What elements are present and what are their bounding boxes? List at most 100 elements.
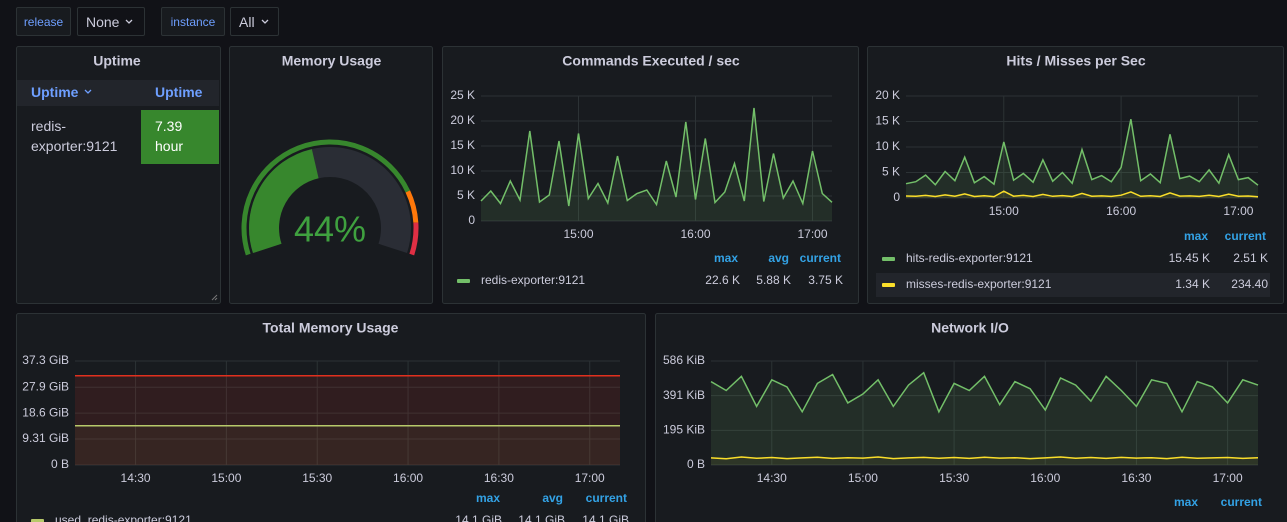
legend-header: current [800,251,841,265]
panel [867,46,1284,304]
legend-value: 5.88 K [756,273,791,287]
y-tick-label: 0 B [687,457,705,471]
x-tick-label: 16:00 [393,471,423,485]
y-tick-label: 15 K [875,114,900,128]
panel [16,313,646,522]
legend-value: 14.1 GiB [518,513,565,522]
table-cell: redis-exporter:9121 [31,118,118,154]
legend-value: 14.1 GiB [455,513,502,522]
filter-value: All [239,13,255,30]
x-tick-label: 15:00 [563,227,593,241]
x-tick-label: 16:00 [1030,471,1060,485]
gauge-label: 44% [294,209,366,250]
series-area [711,457,1258,465]
y-tick-label: 391 KiB [663,388,705,402]
y-tick-label: 10 K [450,163,475,177]
legend-header: max [1184,229,1208,243]
legend-value: 234.40 [1231,277,1268,291]
panel-title: Commands Executed / sec [562,53,740,69]
y-tick-label: 195 KiB [663,423,705,437]
y-tick-label: 18.6 GiB [22,405,69,419]
legend-header: current [1221,495,1262,509]
x-tick-label: 17:00 [575,471,605,485]
chevron-icon [126,19,133,24]
legend-name: used_redis-exporter:9121 [55,513,192,522]
legend-header: max [476,491,500,505]
legend-swatch [457,279,470,283]
legend-value: 15.45 K [1169,251,1210,265]
x-tick-label: 16:30 [1121,471,1151,485]
series-area [75,425,620,465]
x-tick-label: 16:00 [680,227,710,241]
y-tick-label: 20 K [450,113,475,127]
panel [655,313,1287,522]
gauge-value [249,149,320,254]
y-tick-label: 0 [893,190,900,204]
legend-row-bg [876,273,1270,297]
y-tick-label: 27.9 GiB [22,379,69,393]
column-title: Uptime [31,84,79,100]
y-tick-label: 25 K [450,88,475,102]
x-tick-label: 14:30 [121,471,151,485]
filter-dropdown[interactable]: All [230,7,279,36]
panel-title: Network I/O [931,320,1009,336]
y-tick-label: 586 KiB [663,353,705,367]
legend-header: current [586,491,627,505]
filter-dropdown[interactable]: None [77,7,145,36]
legend-header: max [1174,495,1198,509]
x-tick-label: 17:00 [1223,204,1253,218]
x-tick-label: 16:30 [484,471,514,485]
y-tick-label: 15 K [450,138,475,152]
x-tick-label: 15:30 [302,471,332,485]
threshold-band [241,139,411,256]
series-area [906,119,1258,198]
legend-value: 1.34 K [1175,277,1210,291]
table-header[interactable]: Uptime [31,84,92,100]
chevron-icon [261,19,269,24]
y-tick-label: 5 K [882,165,900,179]
legend-swatch [882,283,895,287]
threshold-band [405,190,419,223]
y-tick-label: 20 K [875,88,900,102]
legend-header: avg [768,251,789,265]
x-tick-label: 17:00 [1213,471,1243,485]
x-tick-label: 15:00 [848,471,878,485]
y-tick-label: 10 K [875,139,900,153]
legend-name: redis-exporter:9121 [481,273,585,287]
legend-value: 2.51 K [1233,251,1268,265]
x-tick-label: 15:30 [939,471,969,485]
legend-value: 22.6 K [705,273,740,287]
x-tick-label: 14:30 [757,471,787,485]
legend-header: max [714,251,738,265]
x-tick-label: 15:00 [989,204,1019,218]
series-line [710,456,1259,460]
panel-title: Memory Usage [282,53,382,69]
resize-handle [211,294,218,301]
legend-value: 3.75 K [808,273,843,287]
filter-label: instance [161,7,225,36]
table-header[interactable]: Uptime [155,84,203,100]
sort-icon [84,89,92,94]
legend-name: hits-redis-exporter:9121 [906,251,1033,265]
x-tick-label: 16:00 [1106,204,1136,218]
legend-header: current [1225,229,1266,243]
legend-swatch [882,257,895,261]
legend-value: 14.1 GiB [582,513,629,522]
legend-header: avg [542,491,563,505]
panel-title: Total Memory Usage [263,320,399,336]
threshold-band [409,222,419,256]
series-line [905,190,1259,198]
filter-label: release [16,7,71,36]
series-area [711,372,1258,465]
y-tick-label: 5 K [457,188,475,202]
series-line [480,107,833,207]
series-line [905,119,1259,186]
panel [442,46,859,304]
table-cell: 7.39 hour [141,110,219,164]
panel-title: Hits / Misses per Sec [1006,53,1146,69]
y-tick-label: 0 B [51,457,69,471]
series-area [481,108,832,221]
legend-swatch [31,519,44,522]
